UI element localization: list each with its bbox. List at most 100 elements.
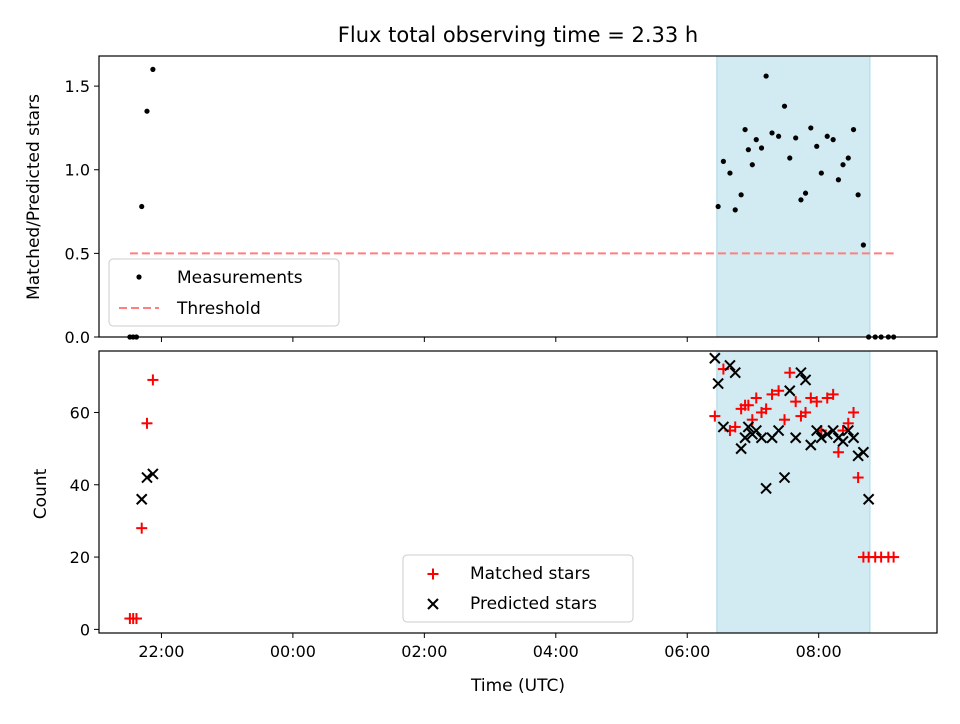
cross-b bbox=[862, 493, 875, 505]
matched-star-point bbox=[842, 417, 854, 429]
cross-b bbox=[821, 428, 833, 440]
plot-layer: 0.0 0.5 1.0 1.5 Measurements Threshold 0 20 40 60… bbox=[65, 55, 938, 661]
predicted-star-point bbox=[811, 424, 823, 437]
x-tick-label: 02:00 bbox=[401, 642, 447, 661]
bottom-y-tick-label: 0 bbox=[80, 620, 90, 639]
measurement-point bbox=[860, 242, 866, 248]
matched-star-point bbox=[805, 392, 817, 404]
measurement-point bbox=[742, 126, 748, 133]
x-tick-label: 00:00 bbox=[270, 642, 316, 661]
matched-star-point bbox=[750, 392, 762, 404]
predicted-star-point bbox=[795, 366, 807, 379]
measurement-point bbox=[776, 133, 782, 139]
measurement-point bbox=[850, 126, 857, 133]
measurement-point bbox=[814, 143, 820, 149]
cross-b bbox=[789, 432, 802, 444]
cross-b bbox=[427, 598, 439, 610]
cross-b bbox=[742, 421, 755, 433]
predicted-star-point bbox=[136, 493, 148, 505]
predicted-star-point bbox=[827, 424, 839, 437]
predicted-star-point bbox=[857, 446, 870, 458]
legend-label-threshold: Threshold bbox=[176, 299, 261, 319]
predicted-star-point bbox=[815, 432, 828, 444]
legend-marker-matched bbox=[427, 568, 439, 580]
bottom-y-tick-label: 40 bbox=[70, 476, 90, 495]
cross-b bbox=[724, 359, 736, 372]
predicted-star-point bbox=[852, 450, 864, 462]
legend-label-matched: Matched stars bbox=[470, 564, 590, 584]
cross-b bbox=[852, 450, 864, 462]
predicted-star-point bbox=[842, 424, 854, 437]
matched-star-point bbox=[821, 392, 833, 404]
measurement-point bbox=[787, 155, 793, 161]
measurement-point bbox=[758, 145, 765, 151]
measurement-point bbox=[727, 170, 733, 176]
matched-star-point bbox=[800, 406, 812, 418]
predicted-star-point bbox=[755, 432, 768, 444]
cross-b bbox=[827, 424, 839, 437]
cross-b bbox=[799, 374, 812, 386]
matched-star-point bbox=[709, 410, 721, 422]
measurement-point bbox=[793, 135, 799, 141]
x-tick-label: 04:00 bbox=[533, 642, 579, 661]
measurement-point bbox=[150, 66, 156, 72]
bottom-y-tick-label: 20 bbox=[70, 548, 90, 567]
x-tick-label: 08:00 bbox=[796, 642, 842, 661]
cross-b bbox=[729, 366, 741, 379]
cross-b bbox=[772, 424, 785, 437]
bottom-observing-window bbox=[716, 350, 871, 634]
measurement-point bbox=[753, 137, 759, 143]
measurement-point bbox=[824, 133, 830, 139]
predicted-star-point bbox=[760, 482, 772, 495]
measurement-point bbox=[855, 192, 861, 198]
predicted-star-point bbox=[724, 359, 736, 372]
measurement-point bbox=[738, 192, 744, 198]
matched-star-point bbox=[888, 551, 900, 563]
measurement-point bbox=[763, 73, 769, 79]
cross-b bbox=[717, 421, 730, 433]
predicted-star-point bbox=[772, 424, 785, 437]
predicted-star-point bbox=[742, 421, 755, 433]
legend-marker-predicted bbox=[427, 598, 439, 610]
cross-b bbox=[735, 442, 747, 455]
cross-b bbox=[760, 482, 772, 495]
cross-b bbox=[755, 432, 768, 444]
cross-b bbox=[811, 424, 823, 437]
predicted-star-point bbox=[784, 385, 796, 397]
matched-star-point bbox=[130, 613, 142, 625]
cross-b bbox=[842, 424, 854, 437]
cross-b bbox=[784, 385, 796, 397]
measurement-point bbox=[802, 190, 809, 196]
cross-b bbox=[847, 432, 860, 444]
predicted-star-point bbox=[778, 471, 791, 484]
matched-star-point bbox=[811, 396, 823, 408]
legend-label-predicted: Predicted stars bbox=[470, 594, 597, 614]
cross-b bbox=[778, 471, 791, 484]
predicted-star-point bbox=[847, 432, 860, 444]
measurement-point bbox=[144, 108, 150, 114]
predicted-star-point bbox=[141, 471, 153, 484]
predicted-star-point bbox=[147, 468, 159, 480]
predicted-star-point bbox=[862, 493, 875, 505]
predicted-star-point bbox=[739, 432, 751, 444]
measurement-point bbox=[139, 203, 145, 210]
cross-b bbox=[141, 471, 153, 484]
top-legend-box bbox=[108, 258, 340, 327]
bottom-legend-box bbox=[402, 554, 634, 623]
predicted-star-point bbox=[735, 442, 747, 455]
matched-star-point bbox=[742, 399, 754, 411]
measurement-point bbox=[769, 130, 775, 136]
bottom-y-tick-label: 60 bbox=[70, 403, 90, 422]
measurement-point bbox=[835, 177, 842, 183]
x-tick-label: 06:00 bbox=[664, 642, 710, 661]
bottom-axes-frame bbox=[98, 350, 938, 634]
measurement-point bbox=[749, 162, 755, 168]
predicted-star-point bbox=[717, 421, 730, 433]
cross-b bbox=[805, 439, 817, 451]
measurement-point bbox=[808, 125, 814, 131]
cross-b bbox=[750, 424, 762, 437]
x-axis-label: Time (UTC) bbox=[470, 676, 565, 696]
predicted-star-point bbox=[729, 366, 741, 379]
